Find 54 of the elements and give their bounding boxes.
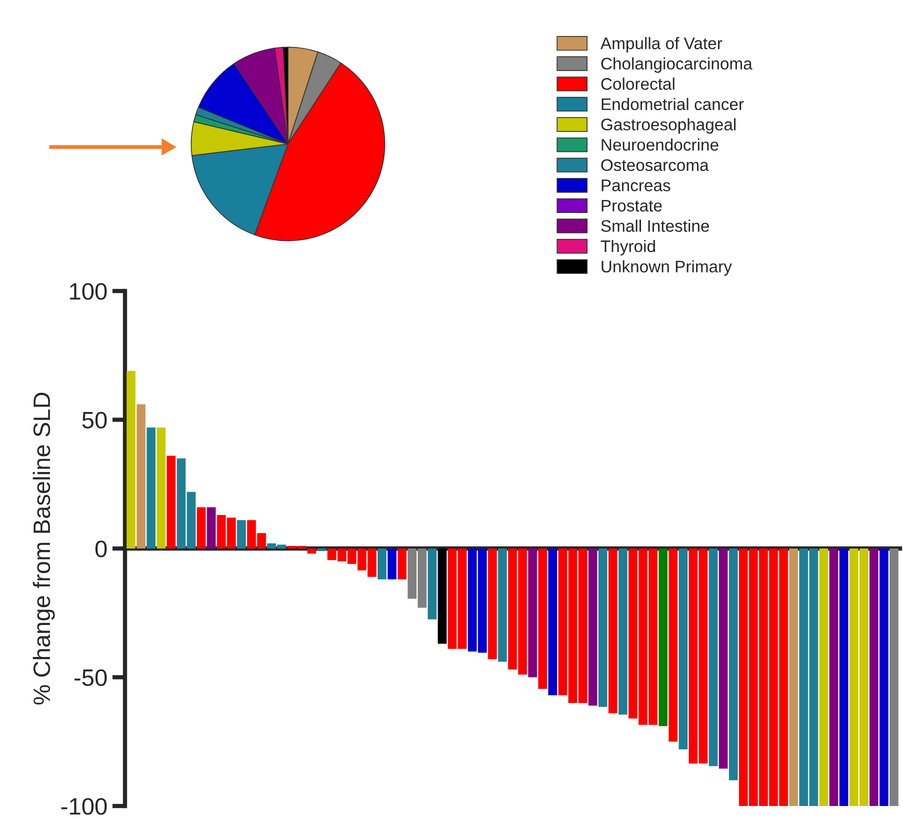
bar (588, 548, 598, 706)
bar (307, 548, 316, 554)
bar (206, 507, 216, 548)
bar (618, 548, 628, 715)
legend-label: Gastroesophageal (601, 118, 736, 134)
bar (528, 548, 537, 678)
bar (869, 548, 878, 806)
legend-label: Colorectal (601, 78, 674, 90)
bar (598, 548, 608, 707)
bar (789, 548, 798, 806)
bar (166, 456, 176, 548)
bar (658, 548, 668, 726)
bar (438, 548, 447, 644)
bar (378, 548, 386, 580)
bar (678, 548, 688, 750)
legend-label: Thyroid (600, 240, 655, 256)
bar (428, 548, 437, 620)
bar (488, 548, 497, 660)
y-axis-title: % Change from Baseline SLD (32, 392, 55, 704)
legend-label: Unknown Primary (602, 260, 732, 276)
legend-label: Pancreas (602, 180, 670, 192)
legend-label: Small Intestine (601, 220, 710, 232)
legend-label: Endometrial cancer (602, 98, 744, 110)
bar (317, 548, 326, 552)
bar (890, 548, 898, 806)
y-tick-label: -100 (61, 798, 107, 815)
bar (196, 507, 206, 548)
bar (668, 548, 678, 742)
bar (608, 548, 618, 714)
y-tick-label: 0 (95, 540, 107, 558)
y-tick-label: -50 (74, 669, 107, 686)
bar (708, 548, 718, 766)
y-tick-label: 100 (70, 283, 107, 300)
legend-label: Prostate (602, 200, 662, 212)
y-tick-label: 50 (82, 412, 107, 429)
bar (498, 548, 507, 662)
bar (728, 548, 738, 780)
bar (548, 548, 558, 696)
legend-label: Ampulla of Vater (600, 37, 722, 53)
bar (136, 404, 146, 548)
bar (839, 548, 848, 806)
bar (819, 548, 828, 806)
bar (237, 520, 246, 548)
bar (156, 427, 166, 548)
bar (146, 427, 156, 548)
bar (538, 548, 548, 689)
legend-label: Osteosarcoma (601, 159, 709, 172)
bar (718, 548, 728, 769)
legend-label: Neuroendocrine (602, 138, 718, 151)
bar (398, 548, 406, 580)
legend-label: Cholangiocarcinoma (601, 57, 752, 73)
bar (829, 548, 838, 806)
bar (880, 548, 888, 806)
bar (388, 548, 396, 580)
